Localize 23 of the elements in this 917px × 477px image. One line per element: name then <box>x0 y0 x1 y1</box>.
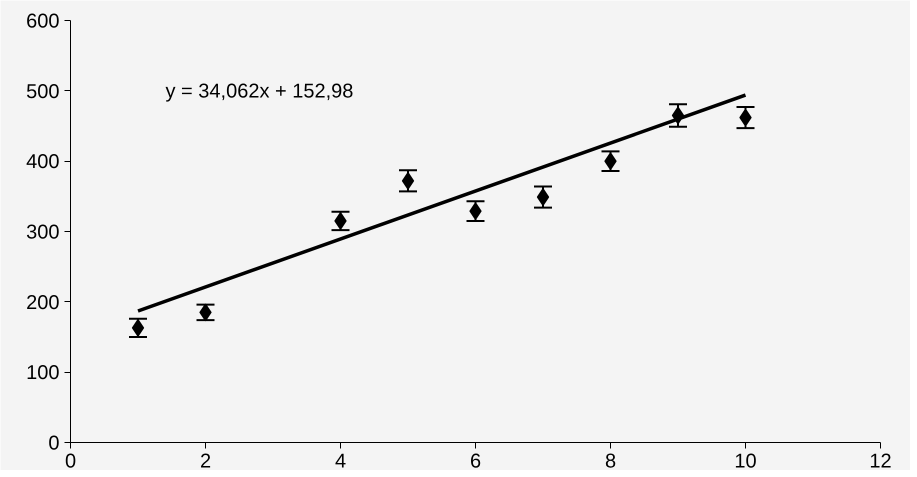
y-tick-label: 100 <box>26 362 60 384</box>
point <box>469 202 482 220</box>
x-tick-label: 4 <box>334 450 346 472</box>
annotation: y = 34,062x + 152,98 <box>166 80 354 102</box>
y-tick-label: 400 <box>26 151 60 174</box>
point <box>402 172 414 190</box>
point <box>132 318 144 337</box>
y-tick-label: 300 <box>26 222 60 244</box>
y-tick-label: 600 <box>26 10 60 32</box>
y-tick-label: 500 <box>26 80 60 103</box>
y-tick-label: 0 <box>48 432 60 454</box>
point <box>536 188 550 206</box>
point <box>739 108 752 127</box>
x-tick-label: 0 <box>64 450 76 472</box>
x-tick-label: 6 <box>470 450 482 472</box>
x-tick-label: 10 <box>734 450 757 472</box>
x-tick-label: 2 <box>200 450 212 472</box>
point <box>199 303 212 322</box>
x-tick-label: 12 <box>869 450 892 472</box>
x-tick-label: 8 <box>604 450 616 472</box>
point <box>334 212 347 230</box>
point <box>604 152 617 170</box>
y-tick-label: 200 <box>26 292 60 314</box>
